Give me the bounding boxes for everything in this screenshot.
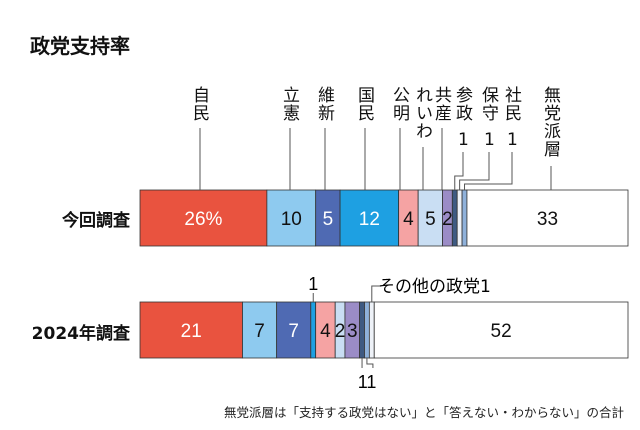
party-label-9: 社民 — [501, 86, 521, 122]
party-label-3: 国民 — [354, 86, 374, 122]
party-label-2: 維新 — [314, 86, 334, 122]
data-label: 5 — [425, 209, 436, 230]
bar-segment-11-row0 — [466, 189, 629, 247]
chart-title: 政党支持率 — [30, 34, 130, 58]
party-label-0: 自民 — [189, 86, 209, 122]
bar-segment-1-row1 — [242, 301, 278, 359]
party-label-11: 無党派層 — [540, 86, 560, 158]
bar-segment-0-row0 — [139, 189, 268, 247]
data-label: 12 — [359, 209, 380, 230]
leader-line — [464, 152, 513, 190]
leader-line — [371, 285, 380, 302]
data-label: 26% — [184, 209, 222, 230]
bar-segment-9-row0 — [461, 189, 468, 247]
data-label: 5 — [323, 209, 334, 230]
small-value-label: 1 — [507, 130, 518, 150]
data-label: 7 — [288, 321, 299, 342]
party-label-8: 保守 — [478, 86, 498, 122]
leader-line — [459, 152, 490, 190]
small-value-label: 1 — [484, 130, 495, 150]
party-label-5: れいわ — [412, 86, 432, 140]
bar-segment-2-row1 — [276, 301, 312, 359]
row-label-current: 今回調査 — [62, 211, 130, 231]
data-label: 52 — [491, 321, 512, 342]
bar-segment-10-row1 — [368, 301, 375, 359]
small-value-label: 1 — [458, 130, 469, 150]
bar-segment-9-row1 — [364, 301, 370, 359]
bar-segment-3-row1 — [310, 301, 317, 359]
bar-segment-7-row1 — [359, 301, 365, 359]
party-label-1: 立憲 — [279, 86, 299, 122]
data-label: 21 — [181, 321, 202, 342]
data-label: 7 — [254, 321, 265, 342]
data-label: 4 — [403, 209, 414, 230]
footnote: 無党派層は「支持する政党はない」と「答えない・わからない」の合計 — [223, 405, 624, 420]
other-party-label: その他の政党1 — [378, 277, 491, 297]
data-label: 2 — [335, 321, 346, 342]
party-label-7: 参政 — [452, 86, 472, 122]
leader-line — [454, 152, 464, 190]
kokumin-2024-label: 1 — [308, 274, 318, 294]
bar-segment-1-row0 — [266, 189, 317, 247]
row-label-2024: 2024年調査 — [31, 324, 130, 344]
bar-segment-7-row0 — [451, 189, 458, 247]
data-label: 33 — [537, 209, 558, 230]
bottom-small-labels: 11 — [358, 372, 377, 392]
party-label-4: 公明 — [389, 86, 409, 122]
bar-segment-5-row0 — [417, 189, 443, 247]
data-label: 10 — [281, 209, 302, 230]
bar-segment-0-row1 — [139, 301, 243, 359]
party-label-6: 共産 — [431, 86, 451, 122]
data-label: 4 — [320, 321, 331, 342]
data-label: 2 — [442, 209, 453, 230]
leader-line — [366, 358, 374, 368]
bar-segment-8-row0 — [456, 189, 463, 247]
bar-segment-11-row1 — [373, 301, 629, 359]
data-label: 3 — [347, 321, 358, 342]
